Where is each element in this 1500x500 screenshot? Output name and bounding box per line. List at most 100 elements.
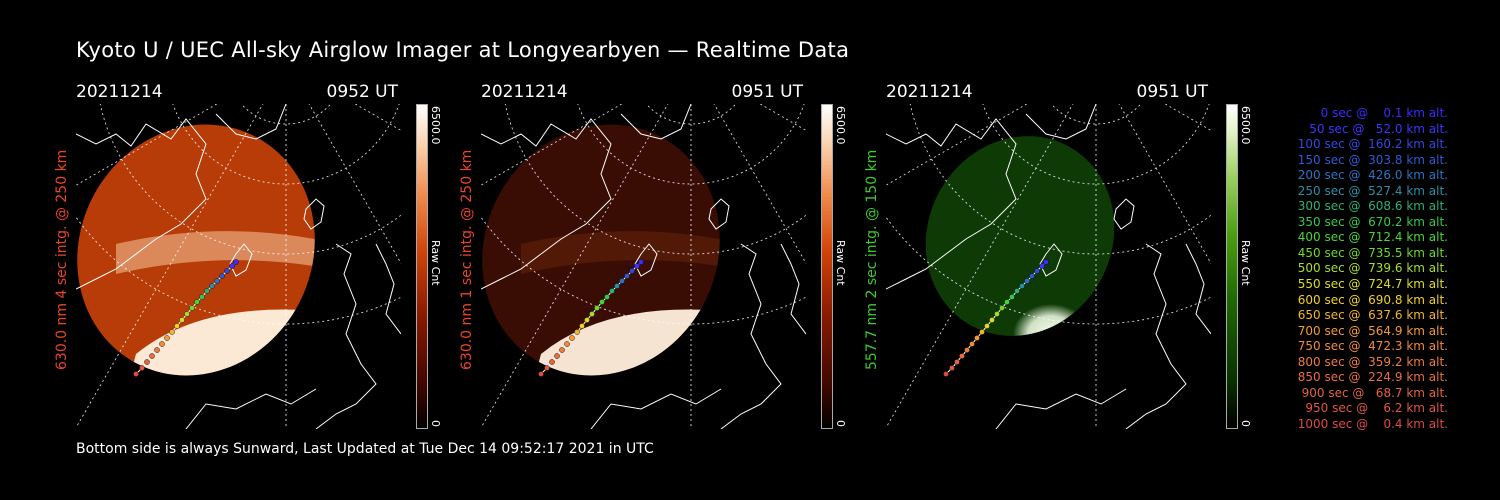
panel-date: 20211214 bbox=[886, 82, 973, 102]
panel-time: 0951 UT bbox=[731, 82, 804, 102]
trajectory-marker bbox=[189, 305, 195, 311]
trajectory-marker bbox=[619, 278, 625, 284]
lat-lon-grid bbox=[76, 104, 401, 429]
trajectory-marker bbox=[209, 283, 215, 289]
trajectory-marker bbox=[199, 294, 205, 300]
colorbar bbox=[416, 104, 428, 429]
trajectory-marker bbox=[133, 371, 139, 377]
trajectory-marker bbox=[194, 299, 200, 305]
panel-time: 0952 UT bbox=[326, 82, 399, 102]
coastlines bbox=[76, 104, 401, 429]
legend-row: 900 sec @ 68.7 km alt. bbox=[1297, 385, 1448, 400]
panel-header: 20211214 0952 UT bbox=[76, 80, 398, 104]
trajectory-marker bbox=[959, 353, 965, 359]
legend-row: 750 sec @ 472.3 km alt. bbox=[1293, 339, 1448, 354]
panel-ylabel: 630.0 nm 1 sec intg. @ 250 km bbox=[459, 149, 475, 370]
trajectory-marker bbox=[974, 335, 980, 341]
trajectory-marker bbox=[1004, 299, 1010, 305]
trajectory-marker bbox=[579, 323, 585, 329]
trajectory-marker bbox=[159, 341, 165, 347]
image-panel-2: 20211214 0951 UT 6500.0 Raw Cnt 0 bbox=[481, 80, 881, 430]
legend-row: 350 sec @ 670.2 km alt. bbox=[1293, 214, 1448, 229]
trajectory-marker bbox=[614, 283, 620, 289]
trajectory-marker bbox=[169, 329, 175, 335]
legend-row: 150 sec @ 303.8 km alt. bbox=[1293, 152, 1448, 167]
trajectory-marker bbox=[984, 323, 990, 329]
image-panel-3: 20211214 0951 UT 6500.0 Raw Cnt 0 bbox=[886, 80, 1286, 430]
trajectory-marker bbox=[969, 341, 975, 347]
legend-row: 1000 sec @ 0.4 km alt. bbox=[1297, 416, 1448, 431]
trajectory-marker bbox=[964, 347, 970, 353]
trajectory-marker bbox=[1043, 259, 1049, 265]
trajectory-marker bbox=[569, 335, 575, 341]
trajectory-marker bbox=[184, 311, 190, 317]
legend-row: 850 sec @ 224.9 km alt. bbox=[1293, 370, 1448, 385]
trajectory-marker bbox=[943, 371, 949, 377]
legend-row: 800 sec @ 359.2 km alt. bbox=[1293, 354, 1448, 369]
panel-time: 0951 UT bbox=[1136, 82, 1209, 102]
legend-row: 700 sec @ 564.9 km alt. bbox=[1293, 323, 1448, 338]
coastlines bbox=[481, 104, 806, 429]
colorbar-min-label: 0 bbox=[429, 420, 442, 427]
trajectory-marker bbox=[214, 278, 220, 284]
aurora-band bbox=[521, 231, 764, 279]
trajectory-marker bbox=[1014, 288, 1020, 294]
panel-date: 20211214 bbox=[76, 82, 163, 102]
legend-row: 600 sec @ 690.8 km alt. bbox=[1293, 292, 1448, 307]
page-title: Kyoto U / UEC All-sky Airglow Imager at … bbox=[76, 38, 850, 62]
trajectory-marker bbox=[233, 259, 239, 265]
aurora-glow bbox=[1013, 304, 1089, 364]
trajectory-marker bbox=[954, 359, 960, 365]
allsky-image bbox=[886, 104, 1211, 429]
trajectory-marker bbox=[584, 317, 590, 323]
panel-ylabel: 630.0 nm 4 sec intg. @ 250 km bbox=[54, 149, 70, 370]
trajectory-marker bbox=[638, 259, 644, 265]
trajectory-marker bbox=[589, 311, 595, 317]
trajectory-marker bbox=[554, 353, 560, 359]
trajectory-marker bbox=[564, 341, 570, 347]
colorbar-min-label: 0 bbox=[1239, 420, 1252, 427]
colorbar-unit-label: Raw Cnt bbox=[429, 240, 442, 286]
colorbar-unit-label: Raw Cnt bbox=[834, 240, 847, 286]
panel-header: 20211214 0951 UT bbox=[886, 80, 1208, 104]
trajectory-marker bbox=[1009, 294, 1015, 300]
aurora-band bbox=[116, 231, 359, 279]
trajectory-marker bbox=[544, 365, 550, 371]
trajectory-marker bbox=[179, 317, 185, 323]
legend-row: 200 sec @ 426.0 km alt. bbox=[1293, 168, 1448, 183]
trajectory-marker bbox=[139, 365, 145, 371]
trajectory-marker bbox=[999, 305, 1005, 311]
trajectory-marker bbox=[629, 268, 635, 274]
trajectory-marker bbox=[574, 329, 580, 335]
colorbar-max-label: 6500.0 bbox=[429, 106, 442, 145]
panel-date: 20211214 bbox=[481, 82, 568, 102]
trajectory-marker bbox=[994, 311, 1000, 317]
colorbar-unit-label: Raw Cnt bbox=[1239, 240, 1252, 286]
lat-lon-grid bbox=[886, 104, 1211, 429]
trajectory-marker bbox=[1029, 273, 1035, 279]
panel-header: 20211214 0951 UT bbox=[481, 80, 803, 104]
trajectory-marker bbox=[949, 365, 955, 371]
trajectory-marker bbox=[224, 268, 230, 274]
colorbar-max-label: 6500.0 bbox=[834, 106, 847, 145]
trajectory-marker bbox=[634, 263, 640, 269]
legend-row: 550 sec @ 724.7 km alt. bbox=[1293, 277, 1448, 292]
trajectory-marker bbox=[599, 299, 605, 305]
trajectory-marker bbox=[204, 288, 210, 294]
trajectory-marker bbox=[538, 371, 544, 377]
legend-row: 0 sec @ 0.1 km alt. bbox=[1309, 106, 1448, 120]
colorbar-max-label: 6500.0 bbox=[1239, 106, 1252, 145]
legend-row: 650 sec @ 637.6 km alt. bbox=[1293, 308, 1448, 323]
trajectory-marker bbox=[149, 353, 155, 359]
colorbar bbox=[821, 104, 833, 429]
colorbar-min-label: 0 bbox=[834, 420, 847, 427]
trajectory-marker bbox=[604, 294, 610, 300]
legend-row: 950 sec @ 6.2 km alt. bbox=[1301, 401, 1448, 416]
allsky-image bbox=[481, 104, 806, 429]
legend-row: 250 sec @ 527.4 km alt. bbox=[1293, 183, 1448, 198]
footer-note: Bottom side is always Sunward, Last Upda… bbox=[76, 441, 654, 457]
colorbar bbox=[1226, 104, 1238, 429]
trajectory-marker bbox=[144, 359, 150, 365]
rocket-trajectory bbox=[133, 259, 239, 377]
coastlines bbox=[886, 104, 1211, 429]
